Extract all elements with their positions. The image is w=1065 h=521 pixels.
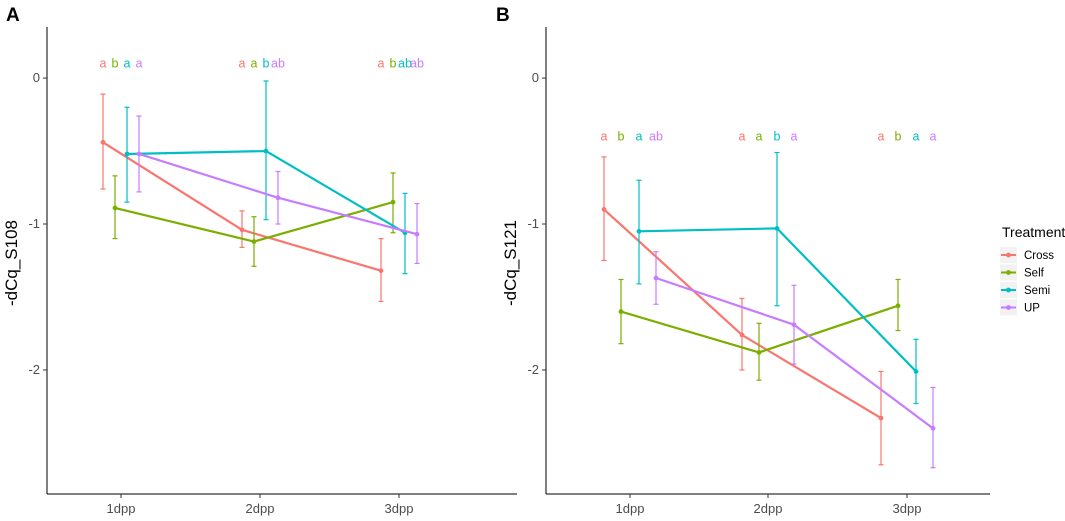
legend-key-point-up: [1006, 305, 1011, 310]
significance-letter-self-a-0: b: [112, 56, 119, 70]
data-point-up-b-0: [653, 275, 659, 281]
data-point-cross-b-0: [601, 207, 607, 212]
significance-letter-up-a-0: a: [136, 56, 143, 70]
legend: Treatment Cross Self Semi UP: [1000, 224, 1065, 316]
data-point-cross-a-0: [100, 139, 106, 145]
data-point-up-a-0: [136, 151, 142, 157]
series-layer-b: a a ab a ba b aab a a: [601, 129, 937, 469]
significance-letter-self-b-0: b: [618, 129, 625, 143]
significance-letter-semi-b-0: a: [636, 129, 643, 143]
data-point-self-b-2: [895, 303, 901, 309]
y-tick-label-a-0: 0: [33, 70, 40, 85]
significance-letter-semi-b-1: b: [774, 129, 781, 143]
data-point-cross-b-2: [878, 415, 884, 421]
series-line-cross-a: [102, 141, 382, 272]
significance-letter-cross-b-2: a: [878, 129, 885, 143]
data-point-self-a-1: [251, 239, 257, 244]
x-tick-label-a-0: 1dpp: [107, 501, 136, 516]
y-axis-title-a: -dCq_S108: [2, 220, 21, 306]
data-point-self-a-2: [390, 199, 396, 205]
data-point-up-a-1: [275, 195, 281, 201]
data-point-cross-a-2: [378, 268, 384, 274]
significance-letter-cross-b-0: a: [601, 129, 608, 143]
significance-letter-cross-a-0: a: [100, 56, 107, 70]
significance-letter-self-a-2: b: [390, 56, 397, 70]
data-point-self-b-0: [618, 309, 624, 314]
significance-letter-up-b-2: a: [930, 129, 937, 143]
data-point-semi-a-0: [124, 151, 130, 157]
significance-letter-cross-a-2: a: [378, 56, 385, 70]
panel-label-a: A: [6, 5, 20, 26]
significance-letter-self-b-2: b: [895, 129, 902, 143]
significance-letter-up-b-0: ab: [649, 129, 663, 143]
legend-label-self: Self: [1024, 268, 1045, 280]
significance-letter-cross-a-1: a: [239, 56, 246, 70]
legend-label-semi: Semi: [1024, 285, 1050, 297]
significance-letter-semi-b-2: a: [913, 129, 920, 143]
data-point-up-b-2: [930, 425, 936, 431]
significance-letter-self-a-1: a: [251, 56, 258, 70]
data-point-up-a-2: [414, 231, 420, 237]
data-point-semi-b-2: [913, 369, 919, 374]
significance-letter-up-a-1: ab: [271, 56, 285, 70]
ticks-b: 0 -1 -2 1dpp 2dpp 3dpp: [527, 70, 921, 516]
ticks-a: 0 -1 -2 1dpp 2dpp 3dpp: [28, 70, 413, 516]
data-point-self-b-1: [756, 350, 762, 355]
y-tick-label-a-1: -1: [28, 216, 40, 231]
y-tick-label-a-2: -2: [28, 362, 40, 377]
series-layer-a: a a ab a ba b aba ab ab: [100, 56, 424, 302]
series-up-a: a ab ab: [136, 56, 424, 265]
legend-title: Treatment: [1002, 224, 1065, 240]
significance-letter-semi-a-1: b: [263, 56, 270, 70]
legend-label-cross: Cross: [1024, 250, 1054, 262]
x-tick-label-b-1: 2dpp: [754, 501, 783, 516]
data-point-self-a-0: [112, 205, 118, 211]
legend-key-point-cross: [1006, 252, 1011, 258]
significance-letter-self-b-1: a: [756, 129, 763, 143]
data-point-cross-a-1: [239, 227, 245, 233]
data-point-cross-b-1: [739, 332, 745, 338]
significance-letter-semi-a-2: ab: [398, 56, 412, 70]
series-up-b: ab a a: [649, 129, 937, 469]
x-tick-label-b-2: 3dpp: [893, 501, 922, 516]
y-tick-label-b-1: -1: [527, 216, 539, 231]
y-axis-title-b: -dCq_S121: [501, 220, 520, 306]
legend-entries: Cross Self Semi UP: [1000, 247, 1054, 316]
x-tick-label-a-1: 2dpp: [246, 501, 275, 516]
series-semi-a: a b ab: [124, 56, 412, 275]
significance-letter-up-b-1: a: [791, 129, 798, 143]
data-point-semi-a-1: [263, 148, 269, 154]
y-tick-label-b-2: -2: [527, 362, 539, 377]
x-tick-label-a-2: 3dpp: [385, 501, 414, 516]
legend-label-up: UP: [1024, 303, 1040, 315]
legend-key-point-self: [1006, 270, 1011, 275]
panel-label-b: B: [496, 5, 510, 26]
data-point-up-b-1: [791, 322, 797, 328]
data-point-semi-b-1: [774, 225, 780, 231]
significance-letter-cross-b-1: a: [739, 129, 746, 143]
data-point-semi-b-0: [636, 228, 642, 234]
significance-letter-semi-a-0: a: [124, 56, 131, 70]
x-tick-label-b-0: 1dpp: [616, 501, 645, 516]
significance-letter-up-a-2: ab: [410, 56, 424, 70]
legend-key-point-semi: [1006, 287, 1011, 293]
y-tick-label-b-0: 0: [532, 70, 539, 85]
